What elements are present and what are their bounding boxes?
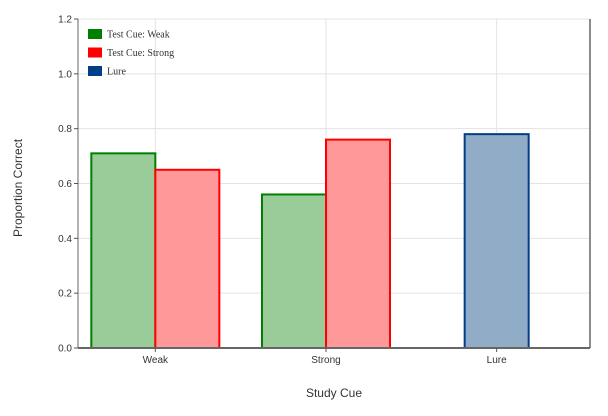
y-axis-ticks: 0.0 0.2 0.4 0.6 0.8 1.0 1.2 <box>58 15 78 355</box>
y-tick-label: 0.6 <box>58 179 72 190</box>
x-axis-title: Study Cue <box>306 386 362 400</box>
y-tick-label: 1.2 <box>58 15 72 26</box>
y-tick-label: 0.4 <box>58 234 72 245</box>
legend-swatch <box>88 66 102 76</box>
x-tick-label: Lure <box>487 355 507 366</box>
legend-swatch <box>88 29 102 39</box>
bar-lure-lure <box>463 133 530 349</box>
legend: Test Cue: Weak Test Cue: Strong Lure <box>88 29 174 78</box>
bar-test-cue-weak-strong <box>261 193 327 349</box>
y-tick-label: 0.2 <box>58 289 72 300</box>
y-tick-label: 0.0 <box>58 344 72 355</box>
y-tick-label: 0.8 <box>58 124 72 135</box>
y-axis-title: Proportion Correct <box>11 138 25 237</box>
bar-test-cue-weak-weak <box>90 152 157 349</box>
legend-label: Test Cue: Weak <box>107 30 170 41</box>
bar-test-cue-strong-strong <box>325 138 391 349</box>
bars <box>90 133 530 349</box>
legend-label: Lure <box>107 67 126 78</box>
x-tick-label: Strong <box>311 355 340 366</box>
bar-test-cue-strong-weak <box>154 168 221 349</box>
y-tick-label: 1.0 <box>58 69 72 80</box>
legend-swatch <box>88 47 102 58</box>
x-axis-ticks: Weak Strong Lure <box>143 348 507 366</box>
legend-label: Test Cue: Strong <box>107 48 174 59</box>
x-tick-label: Weak <box>143 355 169 366</box>
